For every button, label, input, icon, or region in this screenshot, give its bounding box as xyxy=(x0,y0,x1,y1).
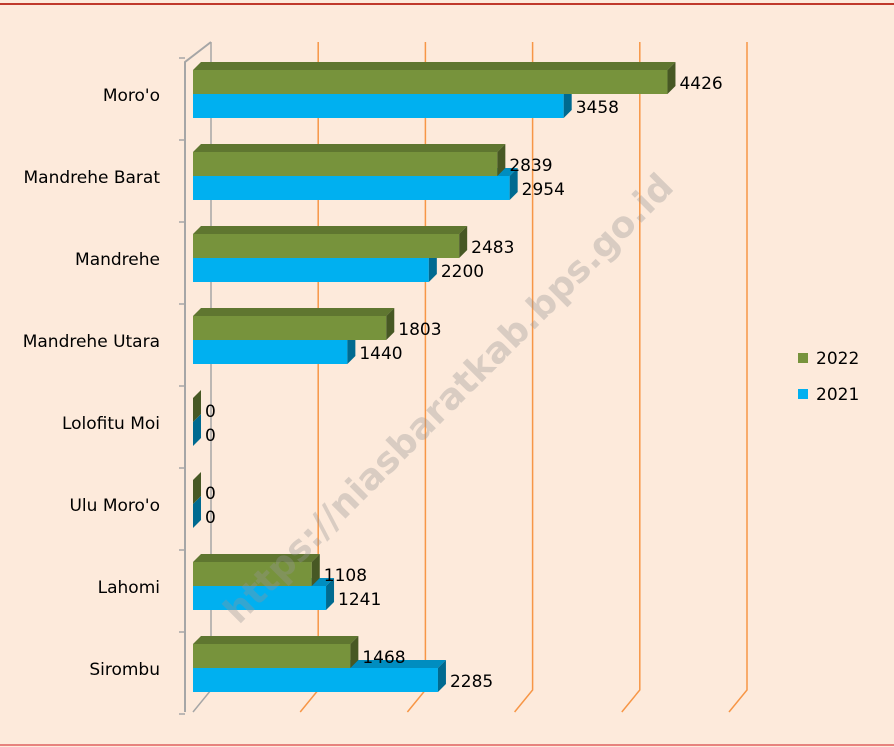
bar-side xyxy=(459,226,468,258)
grid-line xyxy=(514,42,534,713)
category-label: Moro'o xyxy=(103,86,160,106)
bar xyxy=(193,340,348,364)
legend-swatch xyxy=(798,389,808,399)
category-label: Mandrehe Utara xyxy=(23,332,160,352)
bar-side xyxy=(437,660,446,692)
bar-side xyxy=(350,636,359,668)
bar-side xyxy=(193,390,201,422)
bar xyxy=(193,258,429,282)
legend-swatch xyxy=(798,353,808,363)
bar-side xyxy=(497,144,506,176)
data-label: 0 xyxy=(205,426,216,446)
bar-side xyxy=(311,554,320,586)
y-axis xyxy=(184,41,212,712)
bar-top xyxy=(193,226,468,234)
bar xyxy=(193,176,510,200)
bar xyxy=(193,586,327,610)
data-label: 0 xyxy=(205,508,216,528)
bar-side xyxy=(386,308,395,340)
category-label: Lolofitu Moi xyxy=(62,414,160,434)
category-label: Mandrehe xyxy=(75,250,160,270)
category-label: Sirombu xyxy=(89,660,160,680)
category-label: Ulu Moro'o xyxy=(69,496,160,516)
bar-side xyxy=(509,168,518,200)
grid-line xyxy=(728,42,748,713)
bar xyxy=(193,94,564,118)
data-label: 2200 xyxy=(441,262,484,282)
bar xyxy=(193,316,387,340)
labels: Moro'o Mandrehe Barat Mandrehe Mandrehe Uta… xyxy=(23,74,860,692)
bar xyxy=(193,644,351,668)
data-label: 2839 xyxy=(509,156,552,176)
data-label: 1803 xyxy=(398,320,441,340)
grid-line xyxy=(621,42,641,713)
bar-top xyxy=(193,62,676,70)
data-label: 0 xyxy=(205,484,216,504)
data-label: 2954 xyxy=(522,180,565,200)
bar-top xyxy=(193,308,395,316)
category-label: Lahomi xyxy=(98,578,160,598)
data-label: 1468 xyxy=(362,648,405,668)
data-label: 2285 xyxy=(450,672,493,692)
bar xyxy=(193,234,460,258)
bar-side xyxy=(667,62,676,94)
bar xyxy=(193,668,438,692)
data-label: 3458 xyxy=(576,98,619,118)
legend-label: 2022 xyxy=(816,349,859,369)
legend-label: 2021 xyxy=(816,385,859,405)
bar-side xyxy=(193,496,201,528)
bar-top xyxy=(193,636,359,644)
bar-side xyxy=(326,578,335,610)
bar-side xyxy=(193,414,201,446)
bar xyxy=(193,562,312,586)
bar-top xyxy=(193,554,320,562)
bar xyxy=(193,70,668,94)
data-label: 0 xyxy=(205,402,216,422)
bar-side xyxy=(193,472,201,504)
category-label: Mandrehe Barat xyxy=(23,168,160,188)
bars xyxy=(193,62,676,692)
data-label: 1108 xyxy=(324,566,367,586)
data-label: 4426 xyxy=(679,74,722,94)
bar-top xyxy=(193,144,506,152)
bar xyxy=(193,152,498,176)
data-label: 1440 xyxy=(359,344,402,364)
data-label: 1241 xyxy=(338,590,381,610)
data-label: 2483 xyxy=(471,238,514,258)
